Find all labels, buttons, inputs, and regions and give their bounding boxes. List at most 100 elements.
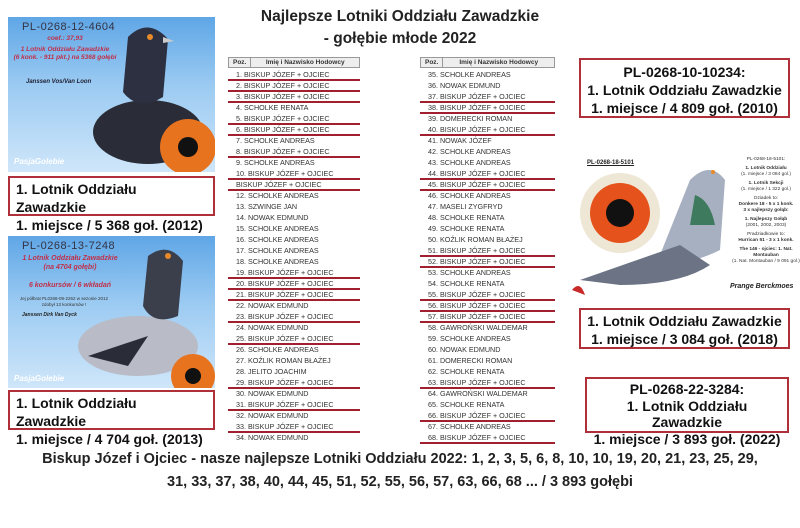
pigeon-card-3: PL-0268-18-5101 PL-0268-18-5101: 1. Lotni…	[560, 155, 800, 305]
table-row: 29. BISKUP JÓZEF + OJCIEC	[228, 378, 360, 389]
col-name: Imię i Nazwisko Hodowcy	[265, 59, 345, 66]
col-name: Imię i Nazwisko Hodowcy	[459, 59, 539, 66]
desc3: 6 konkursów / 6 wkładań	[28, 282, 112, 289]
box-line2: 1. miejsce / 3 084 goł. (2018)	[591, 331, 778, 347]
table-row: 42. SCHOLKE ANDREAS	[428, 147, 511, 156]
table-row: 60. NOWAK EDMUND	[428, 345, 501, 354]
table-row: 56. BISKUP JÓZEF + OJCIEC	[420, 301, 555, 312]
table-row: 39. DOMERECKI ROMAN	[428, 114, 513, 123]
table-row: BISKUP JÓZEF + OJCIEC	[228, 180, 360, 191]
table-row: 17. SCHOLKE ANDREAS	[236, 246, 319, 255]
pigeon-info-line: Dziadek to:	[754, 196, 778, 201]
desc2: (6 konk. - 911 pkt.) na 5368 gołębi	[13, 54, 117, 61]
table-row: 40. BISKUP JÓZEF + OJCIEC	[420, 125, 555, 136]
pigeon-info: PL-0268-18-5101: 1. Lotnik Oddziału (1. mi…	[732, 157, 800, 265]
col-pos: Poz.	[229, 58, 252, 67]
desc1: 1 Lotnik Oddziału Zawadzkie	[22, 255, 118, 262]
pigeon-card-2: PL-0268-13-7248 1 Lotnik Oddziału Zawadz…	[8, 236, 215, 388]
footer-line1: Biskup Józef i Ojciec - nasze najlepsze …	[42, 451, 758, 467]
pigeon-info-line: 1. Lotnik Oddziału	[745, 166, 787, 171]
table-row: 50. KOŹLIK ROMAN BŁAŻEJ	[428, 235, 523, 244]
table-row: 8. BISKUP JÓZEF + OJCIEC	[228, 147, 360, 158]
box-line1: PL-0268-22-3284:	[629, 381, 745, 397]
title-line2: - gołębie młode 2022	[323, 30, 477, 47]
pigeon-image	[78, 249, 215, 388]
table-header: Poz. Imię i Nazwisko Hodowcy	[228, 57, 360, 68]
table-row: 30. NOWAK EDMUND	[236, 389, 309, 398]
table-row: 22. NOWAK EDMUND	[236, 301, 309, 310]
table-row: 1. BISKUP JÓZEF + OJCIEC	[228, 70, 360, 81]
table-row: 21. BISKUP JÓZEF + OJCIEC	[228, 290, 360, 301]
brand-logo: PasjaGolebie	[14, 157, 65, 166]
table-row: 27. KOŹLIK ROMAN BŁAŻEJ	[236, 356, 331, 365]
table-row: 18. SCHOLKE ANDREAS	[236, 257, 319, 266]
table-row: 41. NOWAK JÓZEF	[428, 136, 492, 145]
result-box-5: PL-0268-22-3284: 1. Lotnik Oddziału Zawa…	[585, 377, 789, 447]
ring-number: PL-0268-12-4604	[22, 21, 116, 33]
table-header: Poz. Imię i Nazwisko Hodowcy	[420, 57, 555, 68]
breed: Janssen Vos/Van Loon	[26, 79, 92, 85]
pigeon-info-line: Pradziadkowie to:	[747, 232, 785, 237]
results-table-1: Poz. Imię i Nazwisko Hodowcy 1. BISKUP J…	[228, 57, 360, 444]
box-line2: 1. Lotnik Oddziału Zawadzkie	[587, 82, 782, 98]
box-line2: 1. miejsce / 4 704 goł. (2013)	[16, 431, 203, 447]
table-row: 9. SCHOLKE ANDREAS	[236, 158, 315, 167]
box-line3: 1. miejsce / 3 893 goł. (2022)	[593, 430, 781, 447]
box-line2: 1. miejsce / 5 368 goł. (2012)	[16, 217, 203, 233]
table-row: 7. SCHOLKE ANDREAS	[236, 136, 315, 145]
table-row: 57. BISKUP JÓZEF + OJCIEC	[420, 312, 555, 323]
table-row: 46. SCHOLKE ANDREAS	[428, 191, 511, 200]
table-row: 14. NOWAK EDMUND	[236, 213, 309, 222]
table-row: 4. SCHOLKE RENATA	[236, 103, 309, 112]
pigeon-info-line: (1. miejsce / 1 322 gol.)	[741, 187, 791, 192]
pigeon-info-line: Donkere 18 - 5 x 1 konk.	[738, 202, 794, 207]
result-box-4: 1. Lotnik Oddziału Zawadzkie 1. miejsce …	[579, 308, 790, 349]
box-line1: PL-0268-10-10234:	[623, 64, 746, 80]
pigeon-info-line: 1. Najlepszy Gołąb	[744, 217, 788, 222]
results-table-2: Poz. Imię i Nazwisko Hodowcy 35. SCHOLKE…	[420, 57, 555, 444]
pigeon-info-line: (1. Nat. Montauban / 9 091 gol.)	[732, 259, 800, 264]
table-row: 59. SCHOLKE ANDREAS	[428, 334, 511, 343]
table-row: 33. BISKUP JÓZEF + OJCIEC	[228, 422, 360, 433]
result-box-3: PL-0268-10-10234: 1. Lotnik Oddziału Zaw…	[579, 58, 790, 118]
table-row: 65. SCHOLKE RENATA	[428, 400, 505, 409]
table-row: 28. JELITO JOACHIM	[236, 367, 307, 376]
table-row: 15. SCHOLKE ANDREAS	[236, 224, 319, 233]
pigeon-info-line: Hurrican 51 - 3 x 1 konk.	[738, 238, 794, 243]
footer-summary: Biskup Józef i Ojciec - nasze najlepsze …	[0, 448, 800, 494]
ring-number: PL-0268-13-7248	[22, 240, 116, 252]
table-row: 58. GAWROŃSKI WALDEMAR	[428, 323, 528, 332]
desc4: Jej półbrat PL0268-09-2262 w sezonie 201…	[19, 296, 109, 307]
pigeon-info-line: (1. miejsce / 3 084 gol.)	[741, 172, 791, 177]
table-row: 20. BISKUP JÓZEF + OJCIEC	[228, 279, 360, 290]
table-row: 64. GAWROŃSKI WALDEMAR	[428, 389, 528, 398]
table-row: 36. NOWAK EDMUND	[428, 81, 501, 90]
table-row: 43. SCHOLKE ANDREAS	[428, 158, 511, 167]
table-row: 2. BISKUP JÓZEF + OJCIEC	[228, 81, 360, 92]
ring-number: PL-0268-18-5101	[587, 160, 635, 166]
brand-logo: PasjaGolebie	[14, 374, 65, 383]
pigeon-info-line: (2001, 2002, 2003)	[745, 223, 787, 228]
table-row: 38. BISKUP JÓZEF + OJCIEC	[420, 103, 555, 114]
table-row: 25. BISKUP JÓZEF + OJCIEC	[228, 334, 360, 345]
pigeon-info-line: 1. Lotnik Sekcji	[748, 181, 784, 186]
breed: Prange Berckmoes	[730, 283, 794, 290]
pigeon-info-line: PL-0268-18-5101:	[746, 157, 786, 162]
box-line1: 1. Lotnik Oddziału Zawadzkie	[16, 395, 137, 429]
table-row: 19. BISKUP JÓZEF + OJCIEC	[228, 268, 360, 279]
pigeon-info-line: The 146 - ojciec: 1. Nat. Montauban	[739, 247, 793, 258]
box-line1: 1. Lotnik Oddziału Zawadzkie	[16, 181, 137, 215]
table-row: 44. BISKUP JÓZEF + OJCIEC	[420, 169, 555, 180]
table-row: 23. BISKUP JÓZEF + OJCIEC	[228, 312, 360, 323]
box-line2: 1. Lotnik Oddziału Zawadzkie	[626, 397, 748, 431]
table-row: 48. SCHOLKE RENATA	[428, 213, 505, 222]
table-row: 6. BISKUP JÓZEF + OJCIEC	[228, 125, 360, 136]
table-row: 45. BISKUP JÓZEF + OJCIEC	[420, 180, 555, 191]
table-row: 47. MASELI ZYGFRYD	[428, 202, 503, 211]
table-row: 34. NOWAK EDMUND	[236, 433, 309, 442]
table-row: 49. SCHOLKE RENATA	[428, 224, 505, 233]
pigeon-image	[572, 170, 725, 295]
table-row: 13. SZWINGE JAN	[236, 202, 298, 211]
result-box-1: 1. Lotnik Oddziału Zawadzkie 1. miejsce …	[8, 176, 215, 233]
breed: Janssen Dirk Van Dyck	[22, 312, 77, 318]
